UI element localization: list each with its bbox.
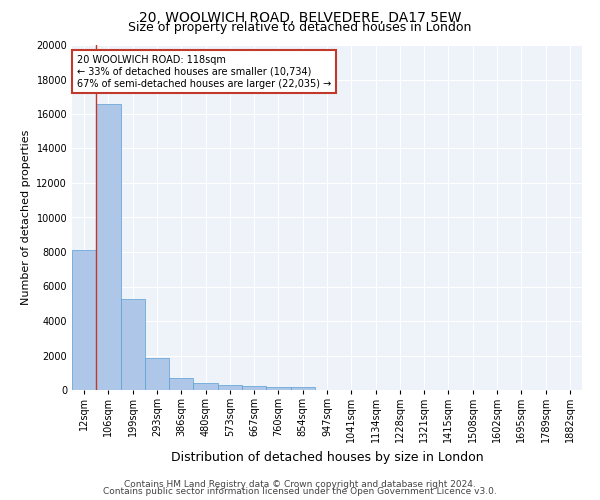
Y-axis label: Number of detached properties: Number of detached properties [21,130,31,305]
Bar [96,104,121,390]
Bar [242,386,266,390]
Text: Contains HM Land Registry data © Crown copyright and database right 2024.: Contains HM Land Registry data © Crown c… [124,480,476,489]
Bar [218,385,242,390]
Bar [193,384,218,390]
Bar [72,250,96,390]
Bar [121,298,145,390]
Text: Size of property relative to detached houses in London: Size of property relative to detached ho… [128,21,472,34]
Bar [290,388,315,390]
Bar [145,358,169,390]
Bar [169,378,193,390]
X-axis label: Distribution of detached houses by size in London: Distribution of detached houses by size … [170,451,484,464]
Text: 20 WOOLWICH ROAD: 118sqm
← 33% of detached houses are smaller (10,734)
67% of se: 20 WOOLWICH ROAD: 118sqm ← 33% of detach… [77,56,331,88]
Text: Contains public sector information licensed under the Open Government Licence v3: Contains public sector information licen… [103,488,497,496]
Text: 20, WOOLWICH ROAD, BELVEDERE, DA17 5EW: 20, WOOLWICH ROAD, BELVEDERE, DA17 5EW [139,11,461,25]
Bar [266,387,290,390]
